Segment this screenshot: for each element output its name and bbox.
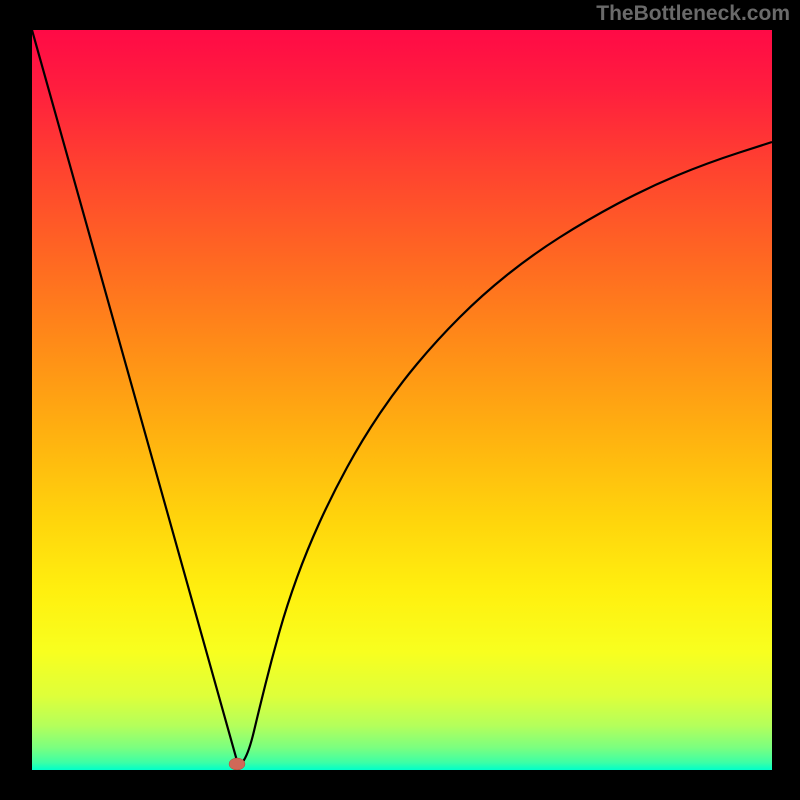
minimum-marker	[229, 758, 245, 770]
gradient-background	[32, 30, 772, 770]
chart-svg	[32, 30, 772, 770]
watermark-text: TheBottleneck.com	[596, 2, 790, 26]
plot-area	[32, 30, 772, 770]
chart-container: TheBottleneck.com	[0, 0, 800, 800]
